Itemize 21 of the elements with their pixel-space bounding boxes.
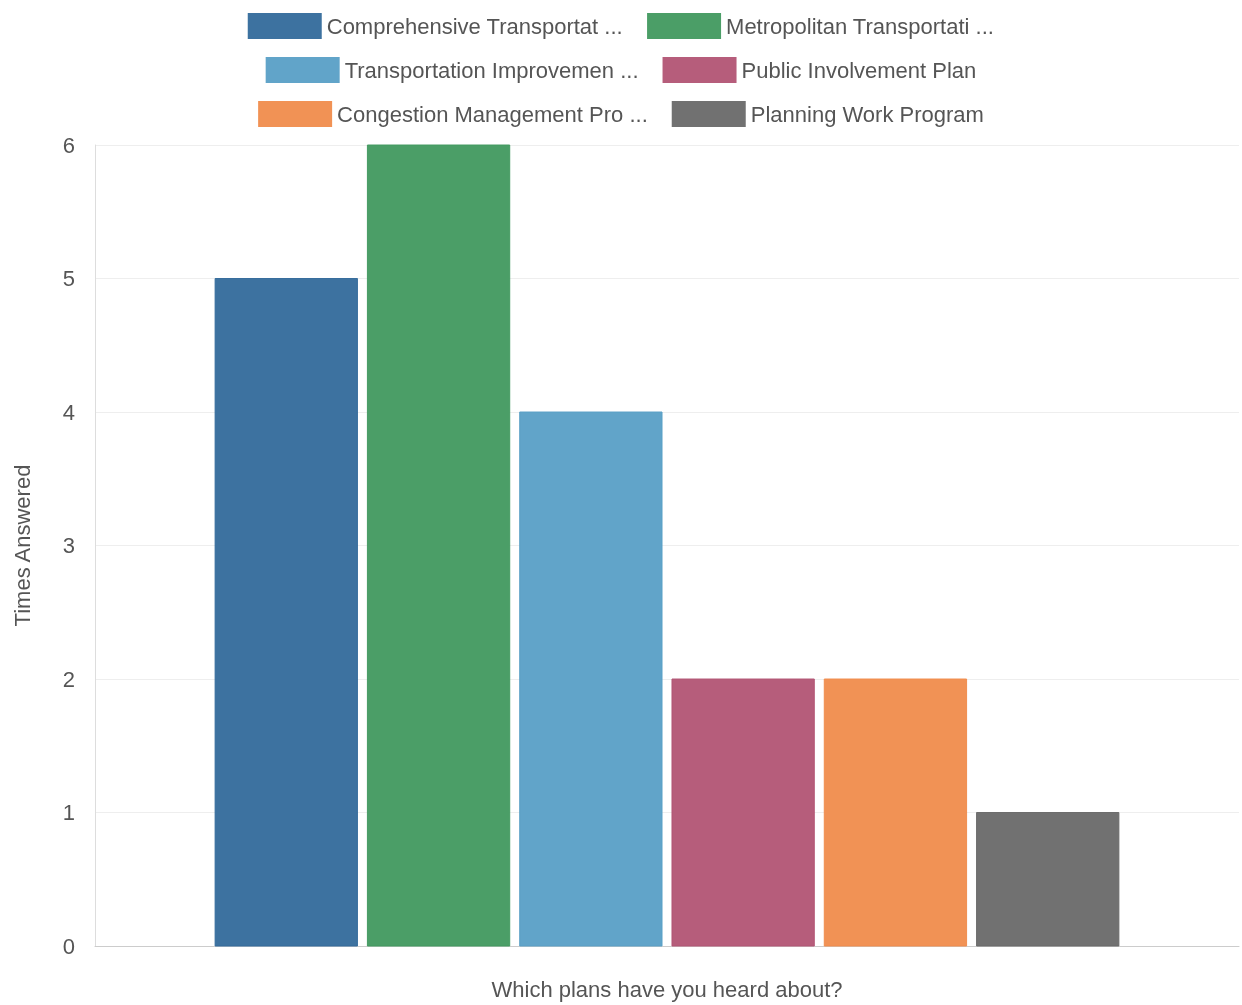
y-tick-label: 1 (62, 800, 75, 825)
bar (519, 411, 663, 947)
y-tick-label: 2 (62, 666, 75, 692)
y-tick-label: 4 (62, 399, 75, 425)
bar (823, 678, 968, 947)
legend-label: Congestion Management Pro ... (337, 101, 648, 127)
bar (671, 678, 815, 947)
y-tick-label: 3 (62, 533, 75, 558)
legend-label: Metropolitan Transportati ... (726, 13, 994, 39)
bar (366, 144, 511, 947)
y-tick-label: 6 (62, 132, 75, 158)
legend-label: Comprehensive Transportat ... (326, 13, 623, 39)
x-axis-title: Which plans have you heard about? (491, 976, 843, 1002)
legend-label: Public Involvement Plan (741, 57, 977, 83)
y-axis-title: Times Answered (9, 464, 35, 627)
y-tick-label: 0 (62, 933, 75, 959)
legend-label: Planning Work Program (750, 101, 984, 127)
legend-label: Transportation Improvemen ... (344, 57, 639, 83)
bar (976, 812, 1120, 947)
bar (214, 278, 358, 947)
y-tick-label: 5 (62, 266, 75, 291)
